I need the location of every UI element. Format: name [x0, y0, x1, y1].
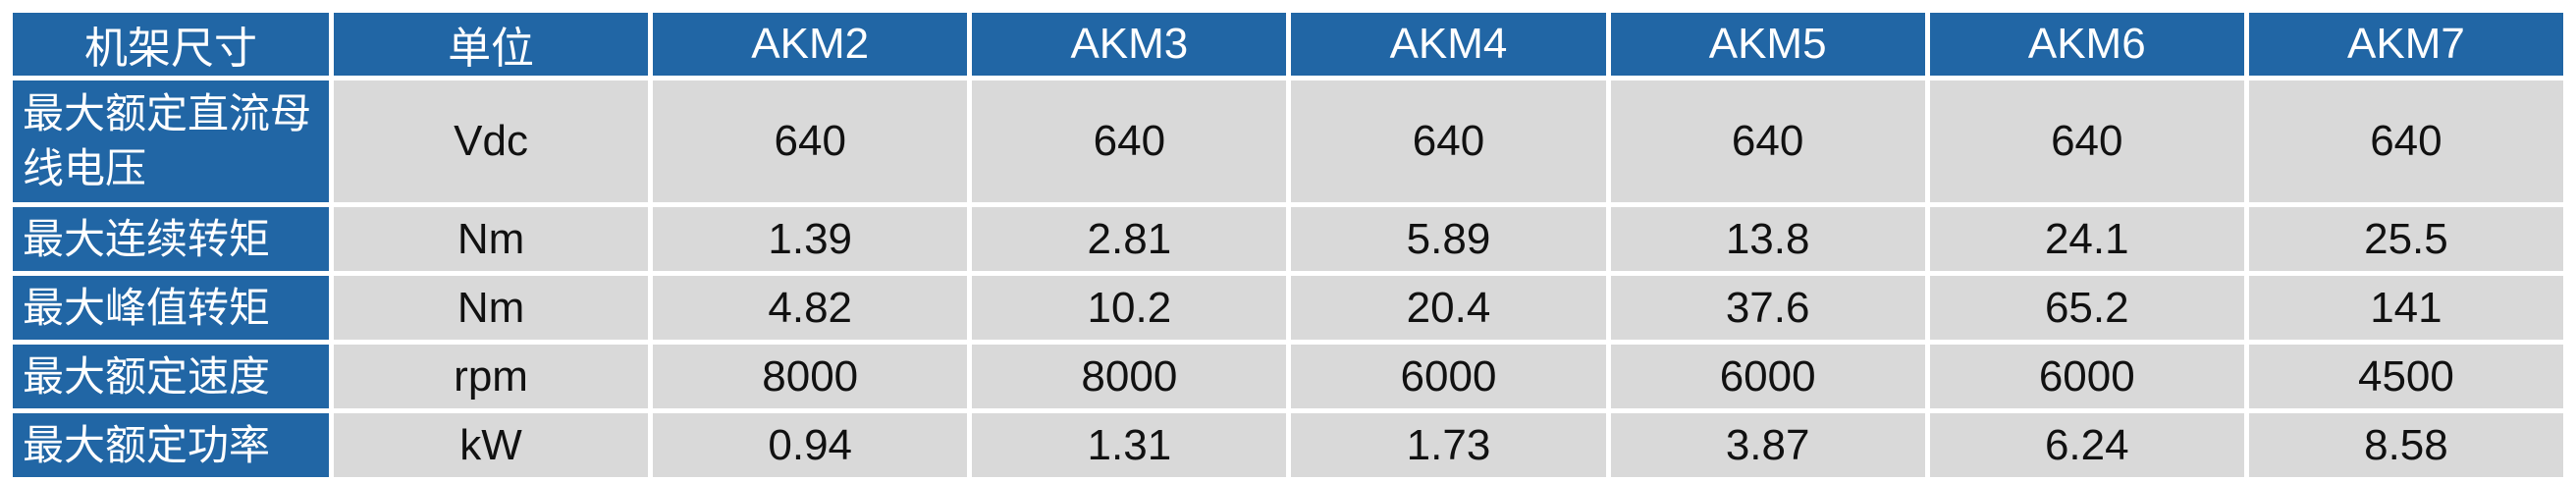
table-body: 最大额定直流母线电压 Vdc 640 640 640 640 640 640 最大连续转矩 Nm 1… [13, 80, 2563, 477]
row-label: 最大峰值转矩 [13, 276, 329, 340]
value-cell: 1.73 [1291, 413, 1606, 477]
header-cell: AKM6 [1929, 13, 2244, 76]
header-cell: AKM7 [2248, 13, 2563, 76]
spec-table: 机架尺寸 单位 AKM2 AKM3 AKM4 AKM5 AKM6 AKM7 最大额定直流母线电… [8, 8, 2568, 482]
unit-cell: kW [334, 413, 649, 477]
header-cell: 单位 [334, 13, 649, 76]
value-cell: 8000 [972, 345, 1287, 408]
row-label: 最大连续转矩 [13, 207, 329, 271]
header-row: 机架尺寸 单位 AKM2 AKM3 AKM4 AKM5 AKM6 AKM7 [13, 13, 2563, 76]
header-cell: AKM4 [1291, 13, 1606, 76]
value-cell: 1.39 [653, 207, 968, 271]
value-cell: 640 [972, 80, 1287, 202]
unit-cell: Vdc [334, 80, 649, 202]
value-cell: 13.8 [1610, 207, 1925, 271]
value-cell: 6000 [1610, 345, 1925, 408]
unit-cell: Nm [334, 276, 649, 340]
value-cell: 640 [2248, 80, 2563, 202]
value-cell: 6000 [1291, 345, 1606, 408]
header-cell: AKM2 [653, 13, 968, 76]
value-cell: 10.2 [972, 276, 1287, 340]
table-row: 最大额定直流母线电压 Vdc 640 640 640 640 640 640 [13, 80, 2563, 202]
header-cell: 机架尺寸 [13, 13, 329, 76]
row-label: 最大额定直流母线电压 [13, 80, 329, 202]
table-row: 最大连续转矩 Nm 1.39 2.81 5.89 13.8 24.1 25.5 [13, 207, 2563, 271]
value-cell: 141 [2248, 276, 2563, 340]
value-cell: 6000 [1929, 345, 2244, 408]
value-cell: 8.58 [2248, 413, 2563, 477]
value-cell: 65.2 [1929, 276, 2244, 340]
value-cell: 3.87 [1610, 413, 1925, 477]
value-cell: 1.31 [972, 413, 1287, 477]
row-label: 最大额定功率 [13, 413, 329, 477]
value-cell: 0.94 [653, 413, 968, 477]
header-cell: AKM5 [1610, 13, 1925, 76]
value-cell: 24.1 [1929, 207, 2244, 271]
value-cell: 640 [1291, 80, 1606, 202]
value-cell: 20.4 [1291, 276, 1606, 340]
value-cell: 25.5 [2248, 207, 2563, 271]
value-cell: 8000 [653, 345, 968, 408]
value-cell: 37.6 [1610, 276, 1925, 340]
value-cell: 6.24 [1929, 413, 2244, 477]
value-cell: 640 [653, 80, 968, 202]
value-cell: 5.89 [1291, 207, 1606, 271]
row-label: 最大额定速度 [13, 345, 329, 408]
value-cell: 4500 [2248, 345, 2563, 408]
value-cell: 2.81 [972, 207, 1287, 271]
table-row: 最大额定功率 kW 0.94 1.31 1.73 3.87 6.24 8.58 [13, 413, 2563, 477]
header-cell: AKM3 [972, 13, 1287, 76]
value-cell: 640 [1610, 80, 1925, 202]
value-cell: 4.82 [653, 276, 968, 340]
unit-cell: rpm [334, 345, 649, 408]
table-row: 最大峰值转矩 Nm 4.82 10.2 20.4 37.6 65.2 141 [13, 276, 2563, 340]
table-row: 最大额定速度 rpm 8000 8000 6000 6000 6000 4500 [13, 345, 2563, 408]
value-cell: 640 [1929, 80, 2244, 202]
unit-cell: Nm [334, 207, 649, 271]
